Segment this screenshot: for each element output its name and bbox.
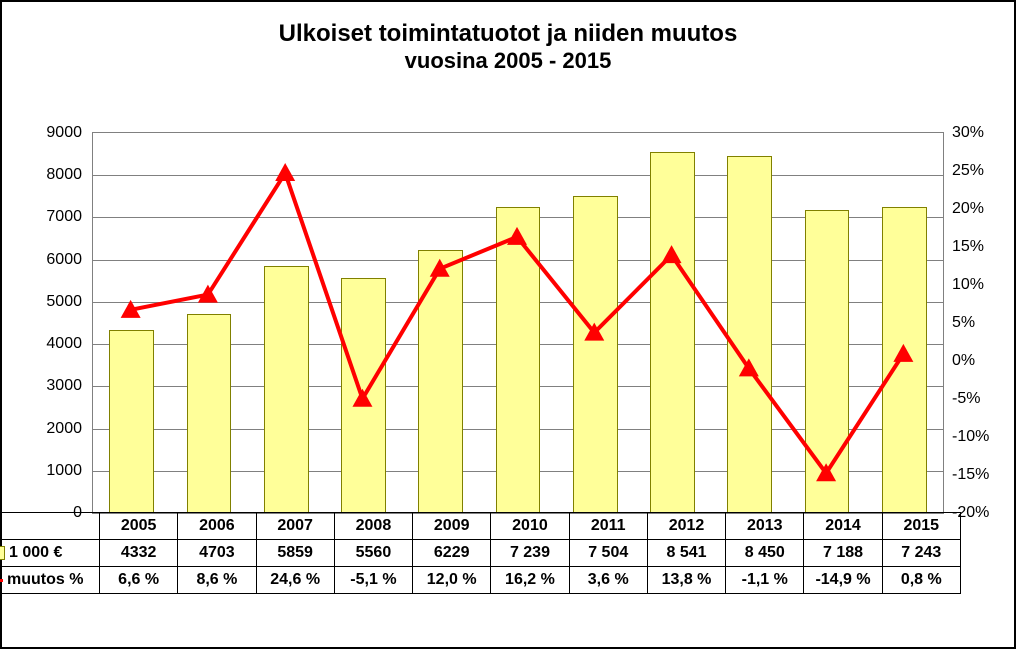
bar-swatch-icon <box>0 546 5 560</box>
chart-title-block: Ulkoiset toimintatuotot ja niiden muutos… <box>2 20 1014 74</box>
table-cell: 2012 <box>647 513 725 540</box>
table-cell: 8 541 <box>647 540 725 567</box>
table-cell: 7 239 <box>491 540 569 567</box>
y-left-tick-label: 0 <box>2 504 82 522</box>
bar <box>187 314 232 513</box>
table-cell: 16,2 % <box>491 567 569 594</box>
table-cell: 2013 <box>726 513 804 540</box>
table-cell: -5,1 % <box>334 567 412 594</box>
table-cell: 13,8 % <box>647 567 725 594</box>
table-cell: 24,6 % <box>256 567 334 594</box>
bar <box>882 207 927 513</box>
table-cell: 12,0 % <box>413 567 491 594</box>
bar <box>496 207 541 513</box>
line-swatch-icon <box>0 573 3 587</box>
table-cell: 6229 <box>413 540 491 567</box>
table-cell: 7 243 <box>882 540 960 567</box>
y-left-tick-label: 8000 <box>2 166 82 184</box>
table-cell: 2011 <box>569 513 647 540</box>
legend-bar-label: 1 000 € <box>9 544 62 561</box>
bar <box>650 152 695 513</box>
legend-bar-cell: 1 000 € <box>0 540 100 567</box>
y-left-tick-label: 2000 <box>2 420 82 438</box>
bar <box>573 196 618 513</box>
table-cell: 2005 <box>100 513 178 540</box>
chart-container: Ulkoiset toimintatuotot ja niiden muutos… <box>0 0 1016 649</box>
table-cell: -14,9 % <box>804 567 882 594</box>
y-left-tick-label: 3000 <box>2 377 82 395</box>
bar <box>418 250 463 513</box>
table-cell: 8,6 % <box>178 567 256 594</box>
table-cell: 2008 <box>334 513 412 540</box>
y-right-tick-label: 0% <box>952 352 975 370</box>
y-right-tick-label: 10% <box>952 276 984 294</box>
y-left-tick-label: 9000 <box>2 124 82 142</box>
y-right-tick-label: -15% <box>952 466 989 484</box>
plot-area <box>92 132 944 514</box>
y-right-tick-label: 15% <box>952 238 984 256</box>
legend-line-cell: muutos % <box>0 567 100 594</box>
y-right-tick-label: -10% <box>952 428 989 446</box>
table-cell: 5560 <box>334 540 412 567</box>
table-cell: 0,8 % <box>882 567 960 594</box>
data-table: 2005200620072008200920102011201220132014… <box>0 512 961 594</box>
y-left-tick-label: 1000 <box>2 462 82 480</box>
table-cell: 5859 <box>256 540 334 567</box>
table-cell: -1,1 % <box>726 567 804 594</box>
table-cell: 2010 <box>491 513 569 540</box>
bar <box>264 266 309 513</box>
y-right-tick-label: -5% <box>952 390 980 408</box>
y-left-tick-label: 7000 <box>2 208 82 226</box>
table-cell: 2014 <box>804 513 882 540</box>
y-right-tick-label: 30% <box>952 124 984 142</box>
table-cell: 3,6 % <box>569 567 647 594</box>
bar <box>109 330 154 513</box>
bar <box>727 156 772 513</box>
table-row: muutos % 6,6 %8,6 %24,6 %-5,1 %12,0 %16,2… <box>0 567 960 594</box>
table-cell: 2006 <box>178 513 256 540</box>
table-cell: 2015 <box>882 513 960 540</box>
table-cell: 2007 <box>256 513 334 540</box>
y-left-tick-label: 5000 <box>2 293 82 311</box>
table-cell: 7 188 <box>804 540 882 567</box>
table-cell: 2009 <box>413 513 491 540</box>
chart-title-sub: vuosina 2005 - 2015 <box>2 48 1014 74</box>
y-right-tick-label: 25% <box>952 162 984 180</box>
table-row: 2005200620072008200920102011201220132014… <box>0 513 960 540</box>
legend-line-label: muutos % <box>7 571 83 588</box>
y-right-tick-label: -20% <box>952 504 989 522</box>
table-cell: 6,6 % <box>100 567 178 594</box>
table-cell: 4703 <box>178 540 256 567</box>
gridline <box>93 175 943 176</box>
y-right-tick-label: 20% <box>952 200 984 218</box>
chart-title-main: Ulkoiset toimintatuotot ja niiden muutos <box>2 20 1014 48</box>
y-right-tick-label: 5% <box>952 314 975 332</box>
y-left-tick-label: 6000 <box>2 251 82 269</box>
bar <box>805 210 850 513</box>
table-row: 1 000 € 433247035859556062297 2397 5048 5… <box>0 540 960 567</box>
bar <box>341 278 386 513</box>
table-cell: 7 504 <box>569 540 647 567</box>
table-cell: 4332 <box>100 540 178 567</box>
table-cell: 8 450 <box>726 540 804 567</box>
y-left-tick-label: 4000 <box>2 335 82 353</box>
